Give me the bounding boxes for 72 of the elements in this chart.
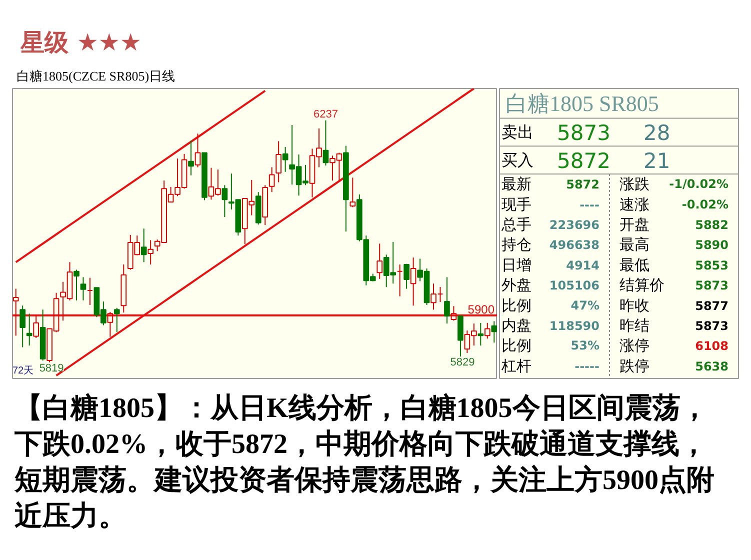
text: 5872 (557, 149, 611, 174)
candlestick (188, 140, 194, 176)
candlestick (410, 257, 416, 306)
text: 223696 (549, 218, 600, 232)
text: 卖出 (502, 122, 534, 142)
text: ----- (574, 359, 600, 374)
text: 496638 (549, 238, 600, 252)
text: 47% (570, 298, 600, 312)
candlestick (478, 322, 484, 346)
text: 涨停 (620, 336, 650, 355)
text: 杠杆 (500, 356, 532, 375)
text: 最新 (502, 175, 532, 194)
text: 买入 (502, 150, 534, 170)
text: 5872 (566, 178, 600, 192)
text: 21 (644, 149, 670, 174)
text: 5873 (695, 278, 729, 293)
text: 速涨 (620, 195, 650, 214)
text: 【白糖1805】：从日K线分析，白糖1805今日区间震荡，下跌0.02%，收于5872，中期价格向下跌破通道支撑线，短期震荡。建议投资者保持震荡思路，关注上方5900点附近压力。 (14, 392, 714, 532)
text: 6108 (695, 339, 729, 354)
text: 5890 (695, 238, 729, 252)
text: 5638 (695, 359, 729, 374)
text: 5873 (557, 121, 611, 146)
text: 昨收 (620, 296, 650, 314)
text: 118590 (549, 318, 600, 333)
text: 最高 (620, 236, 650, 254)
candlestick (282, 146, 288, 172)
text: 最低 (620, 256, 650, 274)
text: 开盘 (620, 216, 650, 234)
text: -0.02% (682, 197, 729, 212)
annotation: 5819 (39, 362, 64, 374)
candlestick (140, 228, 147, 263)
annotation: 5829 (450, 356, 475, 369)
text: 比例 (502, 296, 532, 314)
candlestick (444, 276, 450, 324)
text: 53% (570, 338, 600, 353)
candlestick (396, 264, 403, 297)
text: 结算价 (620, 276, 664, 294)
text: 日增 (502, 256, 532, 274)
text: 5882 (695, 218, 729, 232)
text: 白糖1805 SR805 (506, 90, 659, 116)
text: ---- (580, 198, 600, 212)
annotation: 6237 (313, 108, 338, 120)
candlestick (148, 240, 154, 265)
candlestick (276, 140, 282, 183)
text: 外盘 (502, 276, 532, 294)
ref-line-label: 5900 (468, 302, 495, 316)
candlestick (120, 264, 127, 314)
text: 现手 (502, 195, 532, 214)
text: 5877 (695, 298, 729, 313)
text: 内盘 (502, 316, 532, 334)
text: 跌停 (620, 356, 650, 375)
candlestick (26, 313, 32, 346)
text: 4914 (566, 258, 600, 272)
text: 星级 ★★★ (20, 28, 142, 56)
candlestick (343, 145, 349, 232)
text: -1/0.02% (669, 177, 728, 192)
text: 28 (644, 121, 670, 146)
text: 总手 (500, 216, 532, 234)
text: 105106 (549, 278, 600, 293)
candlestick (491, 320, 497, 344)
text: 昨结 (620, 316, 650, 334)
candlestick (376, 243, 383, 280)
candlestick (80, 276, 86, 301)
candlestick (12, 288, 19, 336)
text: 比例 (502, 336, 532, 355)
chart-title: 白糖1805(CZCE SR805)日线 (16, 68, 176, 84)
text: 涨跌 (620, 175, 650, 194)
text: 持仓 (502, 236, 532, 254)
text: 5873 (695, 318, 729, 333)
candlestick (87, 277, 93, 306)
annotation: 72天 (12, 366, 34, 376)
text: 5853 (695, 258, 729, 272)
